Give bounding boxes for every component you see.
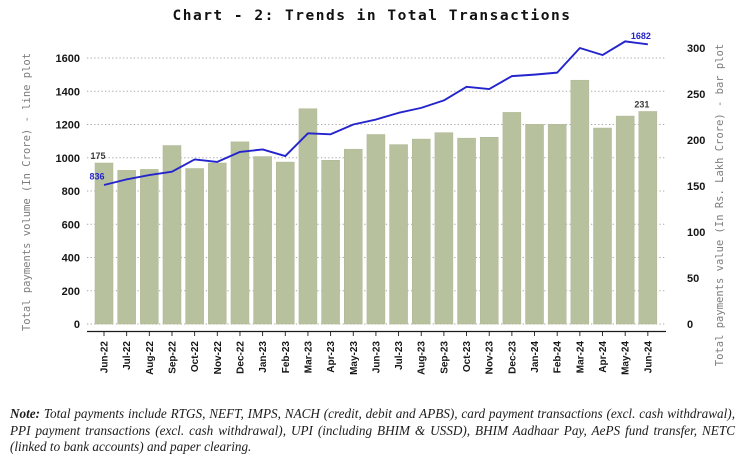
chart-title: Chart - 2: Trends in Total Transactions <box>172 8 572 24</box>
footnote-prefix: Note: <box>10 406 41 421</box>
y-tick-left-0: 0 <box>74 319 80 331</box>
x-tick-label-May-23: May-23 <box>349 341 360 375</box>
y-tick-right-200: 200 <box>687 135 705 147</box>
x-tick-label-Nov-22: Nov-22 <box>213 341 224 375</box>
x-tick-label-Apr-24: Apr-24 <box>598 341 609 373</box>
x-tick-label-Jan-23: Jan-23 <box>258 341 269 373</box>
footnote: Note: Total payments include RTGS, NEFT,… <box>10 406 735 456</box>
x-tick-label-Jun-23: Jun-23 <box>371 341 382 374</box>
x-tick-label-Apr-23: Apr-23 <box>326 341 337 373</box>
bar-Jan-23 <box>253 156 272 325</box>
bar-Jul-23 <box>389 144 408 325</box>
footnote-body: Total payments include RTGS, NEFT, IMPS,… <box>10 406 735 455</box>
transactions-chart: Chart - 2: Trends in Total Transactions … <box>21 8 726 375</box>
bar-Feb-24 <box>547 124 567 325</box>
bar-Nov-23 <box>479 136 499 325</box>
x-tick-label-Nov-23: Nov-23 <box>485 341 496 375</box>
y-tick-left-800: 800 <box>62 186 80 198</box>
y-tick-left-1400: 1400 <box>56 86 80 98</box>
bar-May-23 <box>344 148 363 325</box>
y-tick-right-50: 50 <box>687 273 699 285</box>
y-tick-left-1200: 1200 <box>56 120 80 132</box>
bar-Dec-22 <box>230 141 250 325</box>
x-tick-label-Dec-22: Dec-22 <box>235 341 246 374</box>
chart-plot-area: Jun-22 Jul-22 Aug-22 Sep-22 Oct-22 Nov-22 Dec-… <box>56 31 706 375</box>
bar-Sep-22 <box>162 145 182 325</box>
x-tick-label-Aug-23: Aug-23 <box>417 341 428 375</box>
y-tick-left-600: 600 <box>62 219 80 231</box>
bar-Jun-22 <box>94 162 114 325</box>
x-tick-label-Sep-23: Sep-23 <box>439 341 450 374</box>
bar-Nov-22 <box>208 162 227 325</box>
y-tick-right-250: 250 <box>687 89 705 101</box>
data-label-175: 175 <box>90 151 105 161</box>
bar-Jan-24 <box>525 124 544 325</box>
data-label-1682: 1682 <box>631 31 651 41</box>
x-tick-label-Jul-23: Jul-23 <box>394 341 405 370</box>
bar-Dec-23 <box>502 112 522 325</box>
x-tick-label-Feb-24: Feb-24 <box>553 341 564 374</box>
bar-Aug-23 <box>411 138 431 325</box>
bar-Oct-23 <box>457 137 476 325</box>
x-tick-label-Dec-23: Dec-23 <box>507 341 518 374</box>
y-tick-right-100: 100 <box>687 227 705 239</box>
x-tick-label-Feb-23: Feb-23 <box>281 341 292 374</box>
y-tick-right-0: 0 <box>687 319 693 331</box>
x-tick-label-Sep-22: Sep-22 <box>167 341 178 374</box>
bar-Aug-22 <box>140 169 159 325</box>
data-label-836: 836 <box>89 172 104 182</box>
x-tick-label-Jul-22: Jul-22 <box>122 341 133 370</box>
data-label-231: 231 <box>634 99 649 109</box>
bar-Sep-23 <box>434 132 454 325</box>
bar-Mar-23 <box>298 108 318 325</box>
x-tick-label-Oct-23: Oct-23 <box>462 341 473 373</box>
volume-line <box>103 40 648 186</box>
bar-Feb-23 <box>276 161 295 325</box>
x-tick-label-Mar-24: Mar-24 <box>575 341 586 374</box>
bar-Mar-24 <box>570 79 590 325</box>
y-tick-right-150: 150 <box>687 181 705 193</box>
bar-Oct-22 <box>185 168 204 325</box>
x-tick-label-Jun-24: Jun-24 <box>643 341 654 374</box>
x-tick-label-Mar-23: Mar-23 <box>303 341 314 374</box>
y-tick-left-200: 200 <box>62 286 80 298</box>
bar-Apr-24 <box>593 127 612 325</box>
bar-Jun-24 <box>638 111 658 325</box>
x-tick-label-Jun-22: Jun-22 <box>100 341 111 374</box>
x-tick-label-Oct-22: Oct-22 <box>190 341 201 373</box>
bar-May-24 <box>615 115 635 325</box>
x-tick-label-Aug-22: Aug-22 <box>145 341 156 375</box>
bar-Jun-23 <box>366 134 386 325</box>
bar-Apr-23 <box>321 159 340 325</box>
x-tick-label-Jan-24: Jan-24 <box>530 341 541 373</box>
y-tick-left-400: 400 <box>62 253 80 265</box>
y-tick-left-1000: 1000 <box>56 153 80 165</box>
y-tick-right-300: 300 <box>687 43 705 55</box>
y-tick-left-1600: 1600 <box>56 53 80 65</box>
x-tick-label-May-24: May-24 <box>621 341 632 375</box>
bar-Jul-22 <box>117 170 136 325</box>
